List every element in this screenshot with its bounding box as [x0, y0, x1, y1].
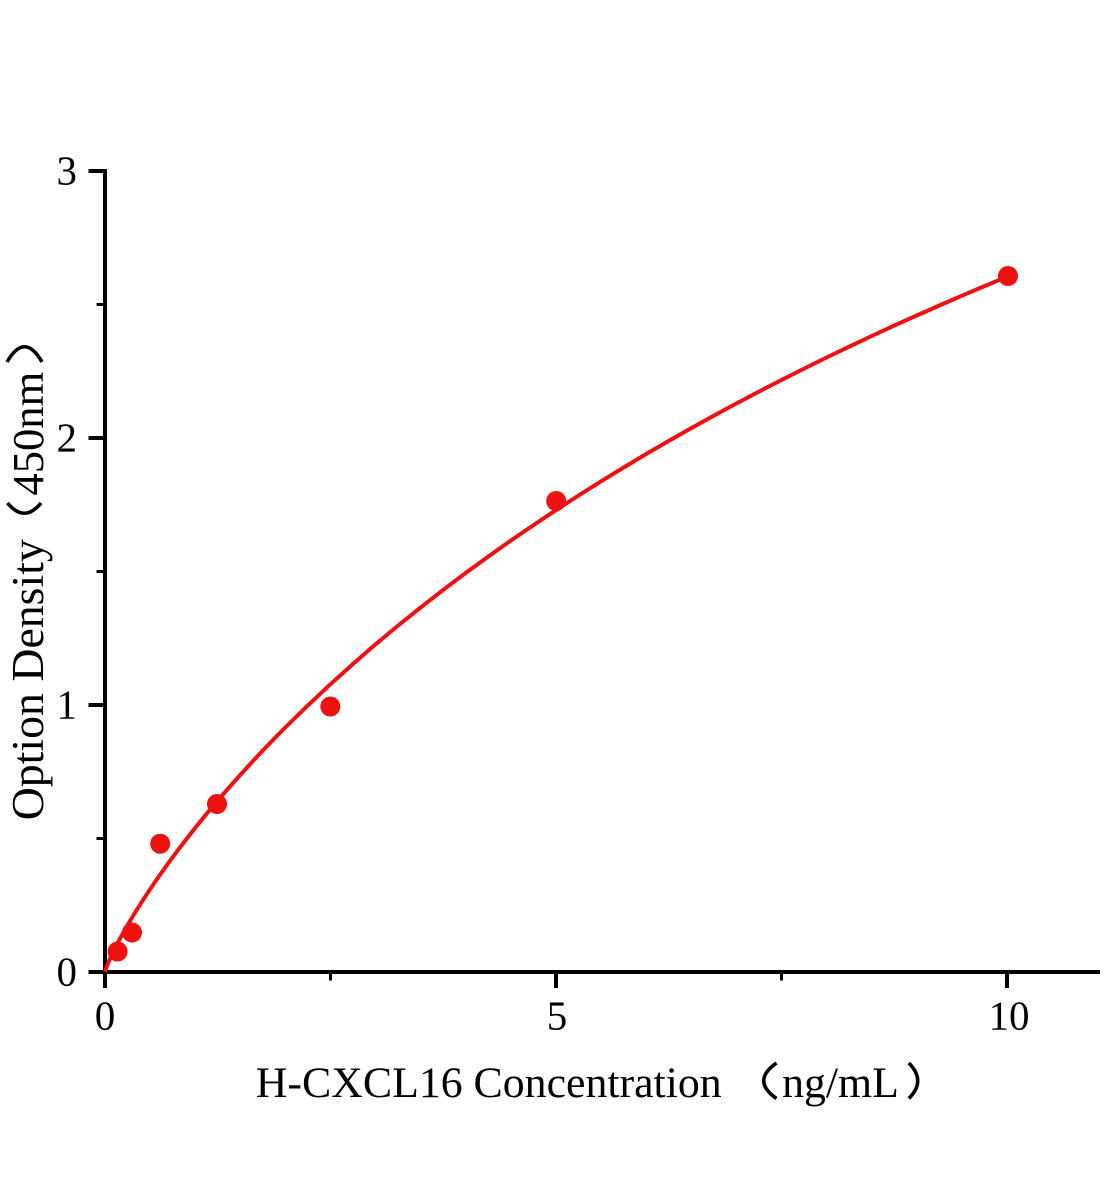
svg-text:2: 2	[57, 415, 78, 461]
svg-text:Option Density: Option Density	[2, 539, 53, 820]
svg-text:10: 10	[989, 993, 1030, 1039]
svg-text:5: 5	[547, 993, 568, 1039]
svg-text:0: 0	[57, 949, 78, 995]
svg-text:3: 3	[57, 148, 78, 194]
svg-text:450nm: 450nm	[3, 372, 53, 496]
svg-text:0: 0	[95, 993, 116, 1039]
svg-text:ng/mL: ng/mL	[782, 1059, 899, 1107]
svg-text:H-CXCL16 Concentration: H-CXCL16 Concentration	[256, 1059, 722, 1107]
svg-text:1: 1	[57, 682, 78, 728]
